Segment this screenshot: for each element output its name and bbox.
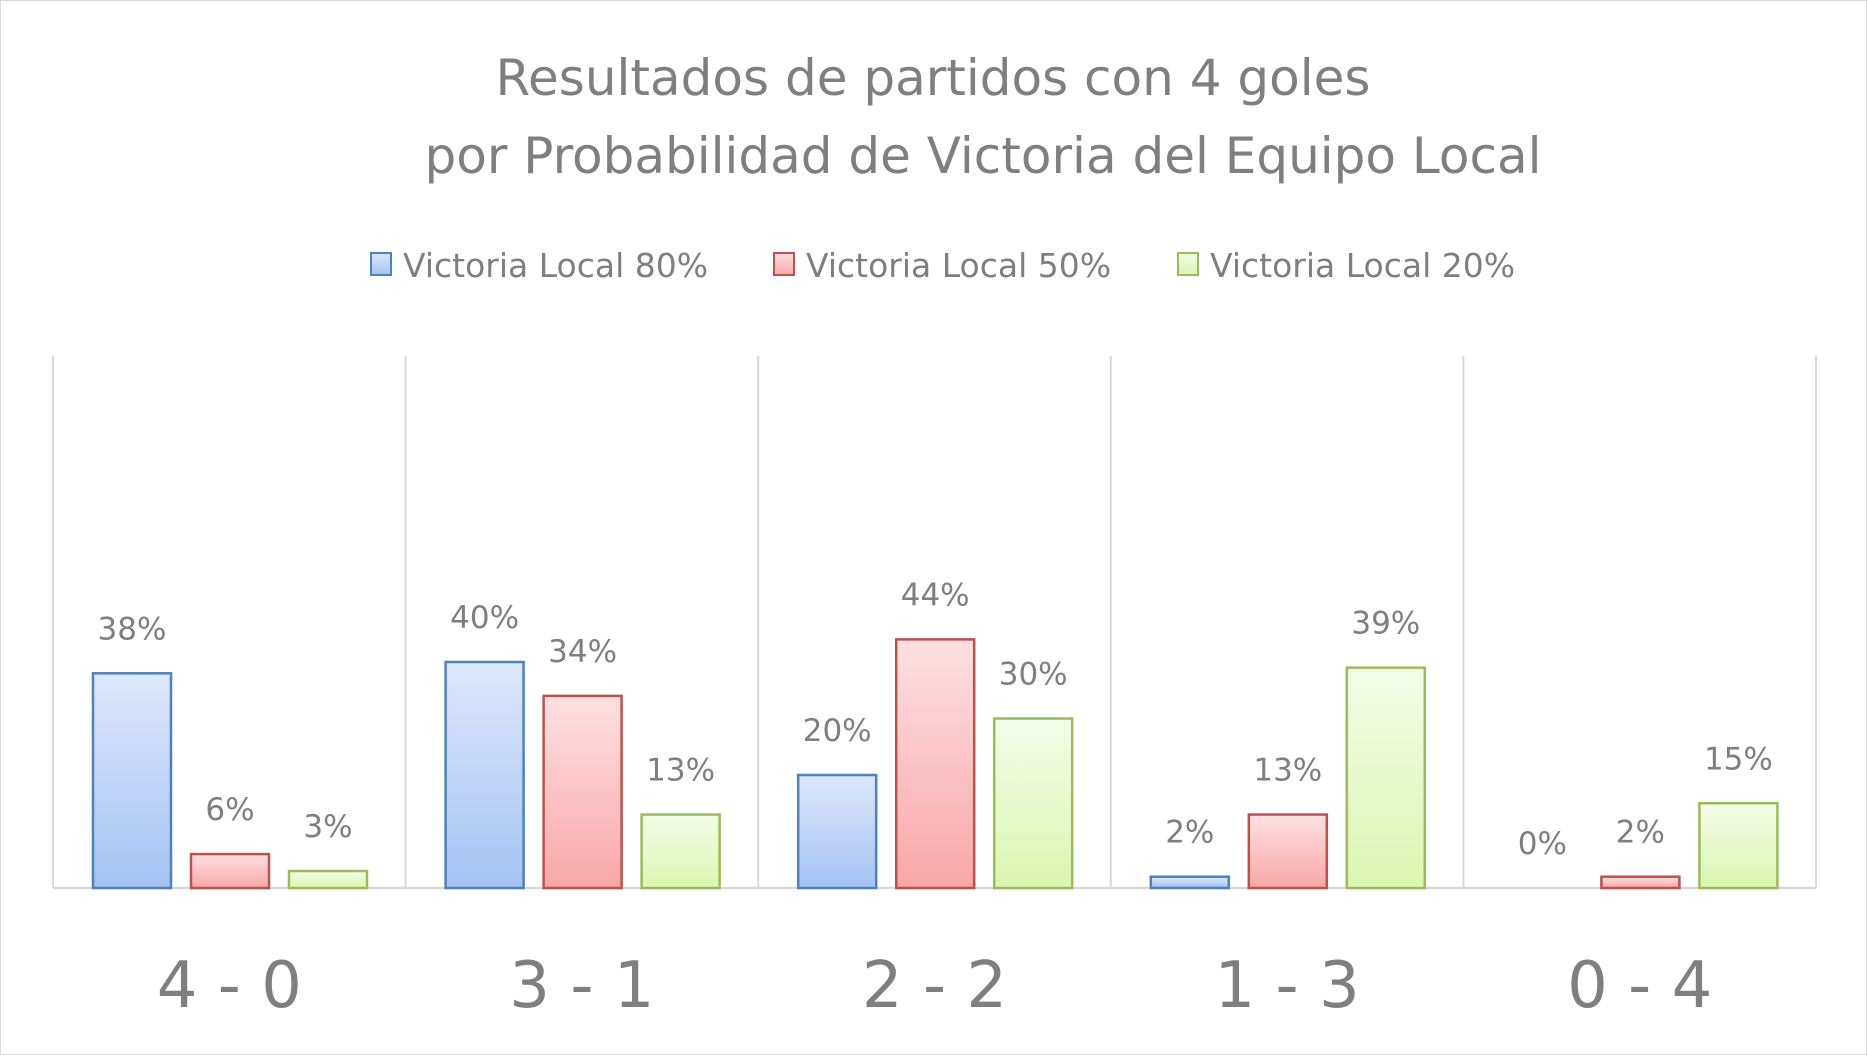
data-label: 3% xyxy=(303,809,352,845)
data-label: 0% xyxy=(1518,826,1567,862)
bar xyxy=(1345,666,1427,890)
legend: Victoria Local 80% Victoria Local 50% Vict… xyxy=(370,246,1515,285)
data-label: 44% xyxy=(901,577,970,613)
bar xyxy=(444,660,525,890)
bar xyxy=(796,773,878,890)
data-label: 20% xyxy=(803,713,872,749)
data-label: 38% xyxy=(98,611,167,647)
legend-swatch xyxy=(773,252,795,276)
bar xyxy=(1698,802,1779,890)
chart-title: Resultados de partidos con 4 goles xyxy=(496,49,1371,107)
data-labels-layer: 38% 6% 3% 40% 34% 13% 20% 44% 30% 2% 13% 39% 0% 2% 15% xyxy=(98,577,1773,862)
data-label: 39% xyxy=(1351,606,1420,642)
bar xyxy=(287,869,369,890)
data-label: 34% xyxy=(548,634,617,670)
bars-layer xyxy=(91,638,1779,890)
data-label: 13% xyxy=(1253,753,1322,789)
category-labels-layer: 4 - 0 3 - 1 2 - 2 1 - 3 0 - 4 xyxy=(157,949,1713,1023)
bar xyxy=(1247,813,1329,890)
data-label: 2% xyxy=(1165,815,1214,851)
data-label: 2% xyxy=(1616,815,1665,851)
category-label: 0 - 4 xyxy=(1567,949,1712,1023)
bar xyxy=(542,694,623,890)
data-label: 6% xyxy=(205,792,254,828)
bar xyxy=(894,638,976,890)
bar xyxy=(640,813,721,890)
bar xyxy=(189,852,271,890)
legend-label: Victoria Local 80% xyxy=(403,246,708,285)
legend-swatch xyxy=(370,252,392,276)
legend-label: Victoria Local 20% xyxy=(1210,246,1515,285)
bar xyxy=(1149,875,1231,890)
category-label: 4 - 0 xyxy=(157,949,302,1023)
data-label: 13% xyxy=(646,753,715,789)
legend-item: Victoria Local 50% xyxy=(773,246,1111,285)
bar xyxy=(1600,875,1681,890)
legend-item: Victoria Local 80% xyxy=(370,246,708,285)
legend-item: Victoria Local 20% xyxy=(1177,246,1515,285)
category-label: 1 - 3 xyxy=(1214,949,1359,1023)
category-label: 2 - 2 xyxy=(862,949,1007,1023)
bar xyxy=(91,672,173,890)
data-label: 40% xyxy=(450,600,519,636)
legend-swatch xyxy=(1177,252,1199,276)
category-label: 3 - 1 xyxy=(509,949,654,1023)
data-label: 30% xyxy=(999,657,1068,693)
data-label: 15% xyxy=(1704,741,1773,777)
chart-subtitle: por Probabilidad de Victoria del Equipo … xyxy=(425,127,1542,185)
bar xyxy=(992,717,1074,890)
legend-label: Victoria Local 50% xyxy=(806,246,1111,285)
